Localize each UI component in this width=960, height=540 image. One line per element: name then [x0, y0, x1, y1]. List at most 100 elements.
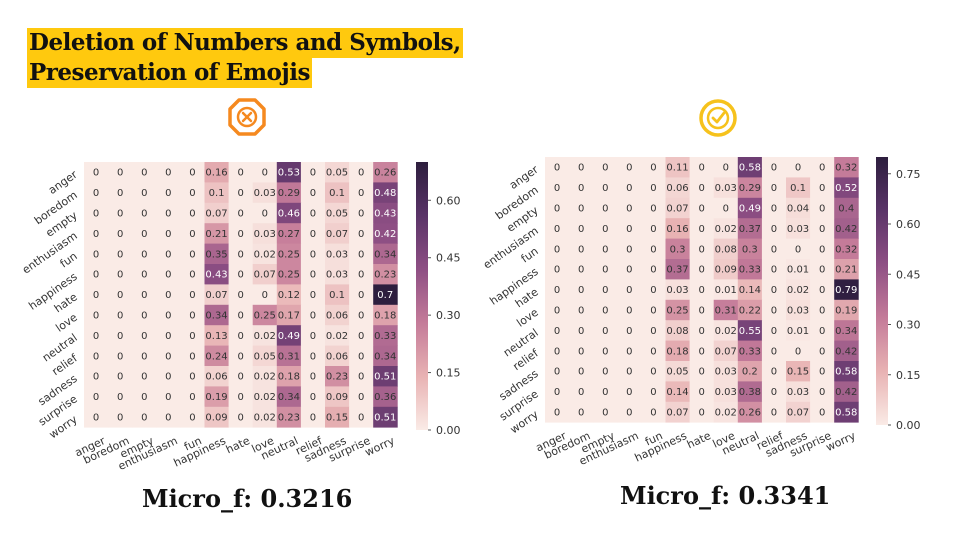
heatmap-left-cell — [349, 386, 374, 408]
heatmap-right-cell — [834, 381, 859, 403]
heatmap-left-value-label: 0 — [237, 270, 243, 281]
heatmap-right-value-label: 0.02 — [787, 285, 809, 296]
heatmap-right-cell — [834, 238, 859, 260]
heatmap-left-cell — [325, 223, 350, 244]
heatmap-right-value-label: 0.21 — [835, 265, 857, 276]
heatmap-right-cell — [713, 157, 739, 178]
heatmap-left-value-label: 0.51 — [374, 372, 396, 383]
heatmap-left-value-label: 0.21 — [205, 229, 227, 240]
heatmap-right-cell — [617, 197, 642, 219]
heatmap-right-value-label: 0 — [771, 265, 777, 276]
heatmap-left-value-label: 0 — [189, 392, 195, 403]
heatmap-left-cell — [84, 325, 109, 346]
heatmap-left-cell — [180, 202, 205, 224]
heatmap-right-cell — [737, 299, 763, 321]
heatmap-right-cell — [569, 279, 594, 301]
heatmap-left-cell — [156, 284, 181, 306]
heatmap-right-value-label: 0 — [554, 244, 560, 255]
heatmap-right-value-label: 0 — [602, 326, 608, 337]
heatmap-right-cell — [834, 218, 859, 239]
heatmap-right-value-label: 0.03 — [787, 224, 809, 235]
heatmap-right-cell — [545, 238, 570, 260]
heatmap-left-cell — [156, 182, 181, 204]
heatmap-left-value-label: 0 — [310, 209, 316, 220]
heatmap-left-cell — [300, 202, 326, 224]
heatmap-right-value-label: 0 — [626, 224, 632, 235]
heatmap-right-cell — [786, 381, 811, 403]
heatmap-right-value-label: 0.2 — [742, 367, 758, 378]
heatmap-left-cell — [349, 162, 374, 183]
heatmap-right-cell — [617, 157, 642, 178]
heatmap-left-cell — [373, 223, 398, 244]
heatmap-right-cell — [834, 320, 859, 341]
heatmap-left-cell — [84, 264, 109, 285]
heatmap-left-cell — [204, 406, 229, 428]
heatmap-right-cell — [834, 340, 859, 362]
heatmap-left-cell — [132, 366, 157, 387]
heatmap-left-cell — [132, 162, 157, 183]
heatmap-right-cell — [810, 381, 835, 403]
heatmap-right-cell — [786, 279, 811, 301]
heatmap-right-cell — [617, 177, 642, 199]
heatmap-left-value-label: 0 — [189, 351, 195, 362]
heatmap-right-value-label: 0 — [626, 204, 632, 215]
heatmap-left-cell — [252, 304, 278, 326]
heatmap-left-value-label: 0 — [189, 413, 195, 424]
heatmap-right-cell — [761, 157, 787, 178]
heatmap-left-cell — [84, 345, 109, 367]
heatmap-left-value-label: 0 — [358, 290, 364, 301]
heatmap-left-value-label: 0.7 — [377, 290, 393, 301]
heatmap-left-cell — [108, 202, 133, 224]
heatmap-right-value-label: 0.11 — [666, 163, 688, 174]
heatmap-right-value-label: 0 — [698, 204, 704, 215]
heatmap-left-cell — [325, 406, 350, 428]
heatmap-right-cell — [786, 361, 811, 382]
heatmap-left-value-label: 0.07 — [205, 209, 227, 220]
heatmap-right-value-label: 0 — [602, 306, 608, 317]
heatmap-left-value-label: 0 — [358, 413, 364, 424]
heatmap-right-cell — [737, 238, 763, 260]
heatmap-left-value-label: 0.34 — [374, 351, 396, 362]
heatmap-right-value-label: 0 — [819, 387, 825, 398]
heatmap-left-cell — [300, 182, 326, 204]
heatmap-right-value-label: 0.07 — [666, 204, 688, 215]
heatmap-left-value-label: 0 — [141, 188, 147, 199]
heatmap-left-cell — [349, 284, 374, 306]
heatmap-right-value-label: 0 — [819, 367, 825, 378]
micro-f-score-left: Micro_f: 0.3216 — [142, 484, 353, 513]
heatmap-left-value-label: 0 — [117, 351, 123, 362]
heatmap-left-cell — [228, 162, 254, 183]
heatmap-right-cell — [786, 320, 811, 341]
heatmap-left-value-label: 0 — [117, 392, 123, 403]
heatmap-left-cell — [276, 182, 302, 204]
heatmap-right-value-label: 0 — [650, 224, 656, 235]
heatmap-left-value-label: 0.12 — [278, 290, 300, 301]
heatmap-right-cell — [665, 218, 690, 239]
heatmap-right-value-label: 0.3 — [670, 244, 686, 255]
heatmap-left-value-label: 0 — [117, 188, 123, 199]
heatmap-right-cell — [593, 340, 618, 362]
heatmap-right-value-label: 0.33 — [739, 265, 761, 276]
heatmap-left-cell — [252, 264, 278, 285]
heatmap-right-value-label: 0 — [602, 224, 608, 235]
heatmap-left-value-label: 0 — [165, 311, 171, 322]
heatmap-right-value-label: 0 — [698, 326, 704, 337]
heatmap-left-cell — [180, 406, 205, 428]
heatmap-left-value-label: 0 — [310, 311, 316, 322]
heatmap-left-cell — [180, 325, 205, 346]
heatmap-right-value-label: 0.08 — [666, 326, 688, 337]
heatmap-left-value-label: 0 — [310, 331, 316, 342]
heatmap-left-value-label: 0 — [189, 311, 195, 322]
heatmap-right-cell — [689, 218, 715, 239]
heatmap-left-cell — [204, 386, 229, 408]
heatmap-left-cell — [156, 366, 181, 387]
heatmap-left-cell — [228, 243, 254, 265]
heatmap-left-cell — [276, 162, 302, 183]
heatmap-left-cell — [276, 304, 302, 326]
heatmap-left-value-label: 0.02 — [254, 331, 276, 342]
heatmap-left-cell — [349, 304, 374, 326]
heatmap-right-cell — [593, 259, 618, 280]
heatmap-right-value-label: 0 — [626, 306, 632, 317]
heatmap-right-value-label: 0.05 — [666, 367, 688, 378]
heatmap-left-cell — [228, 202, 254, 224]
